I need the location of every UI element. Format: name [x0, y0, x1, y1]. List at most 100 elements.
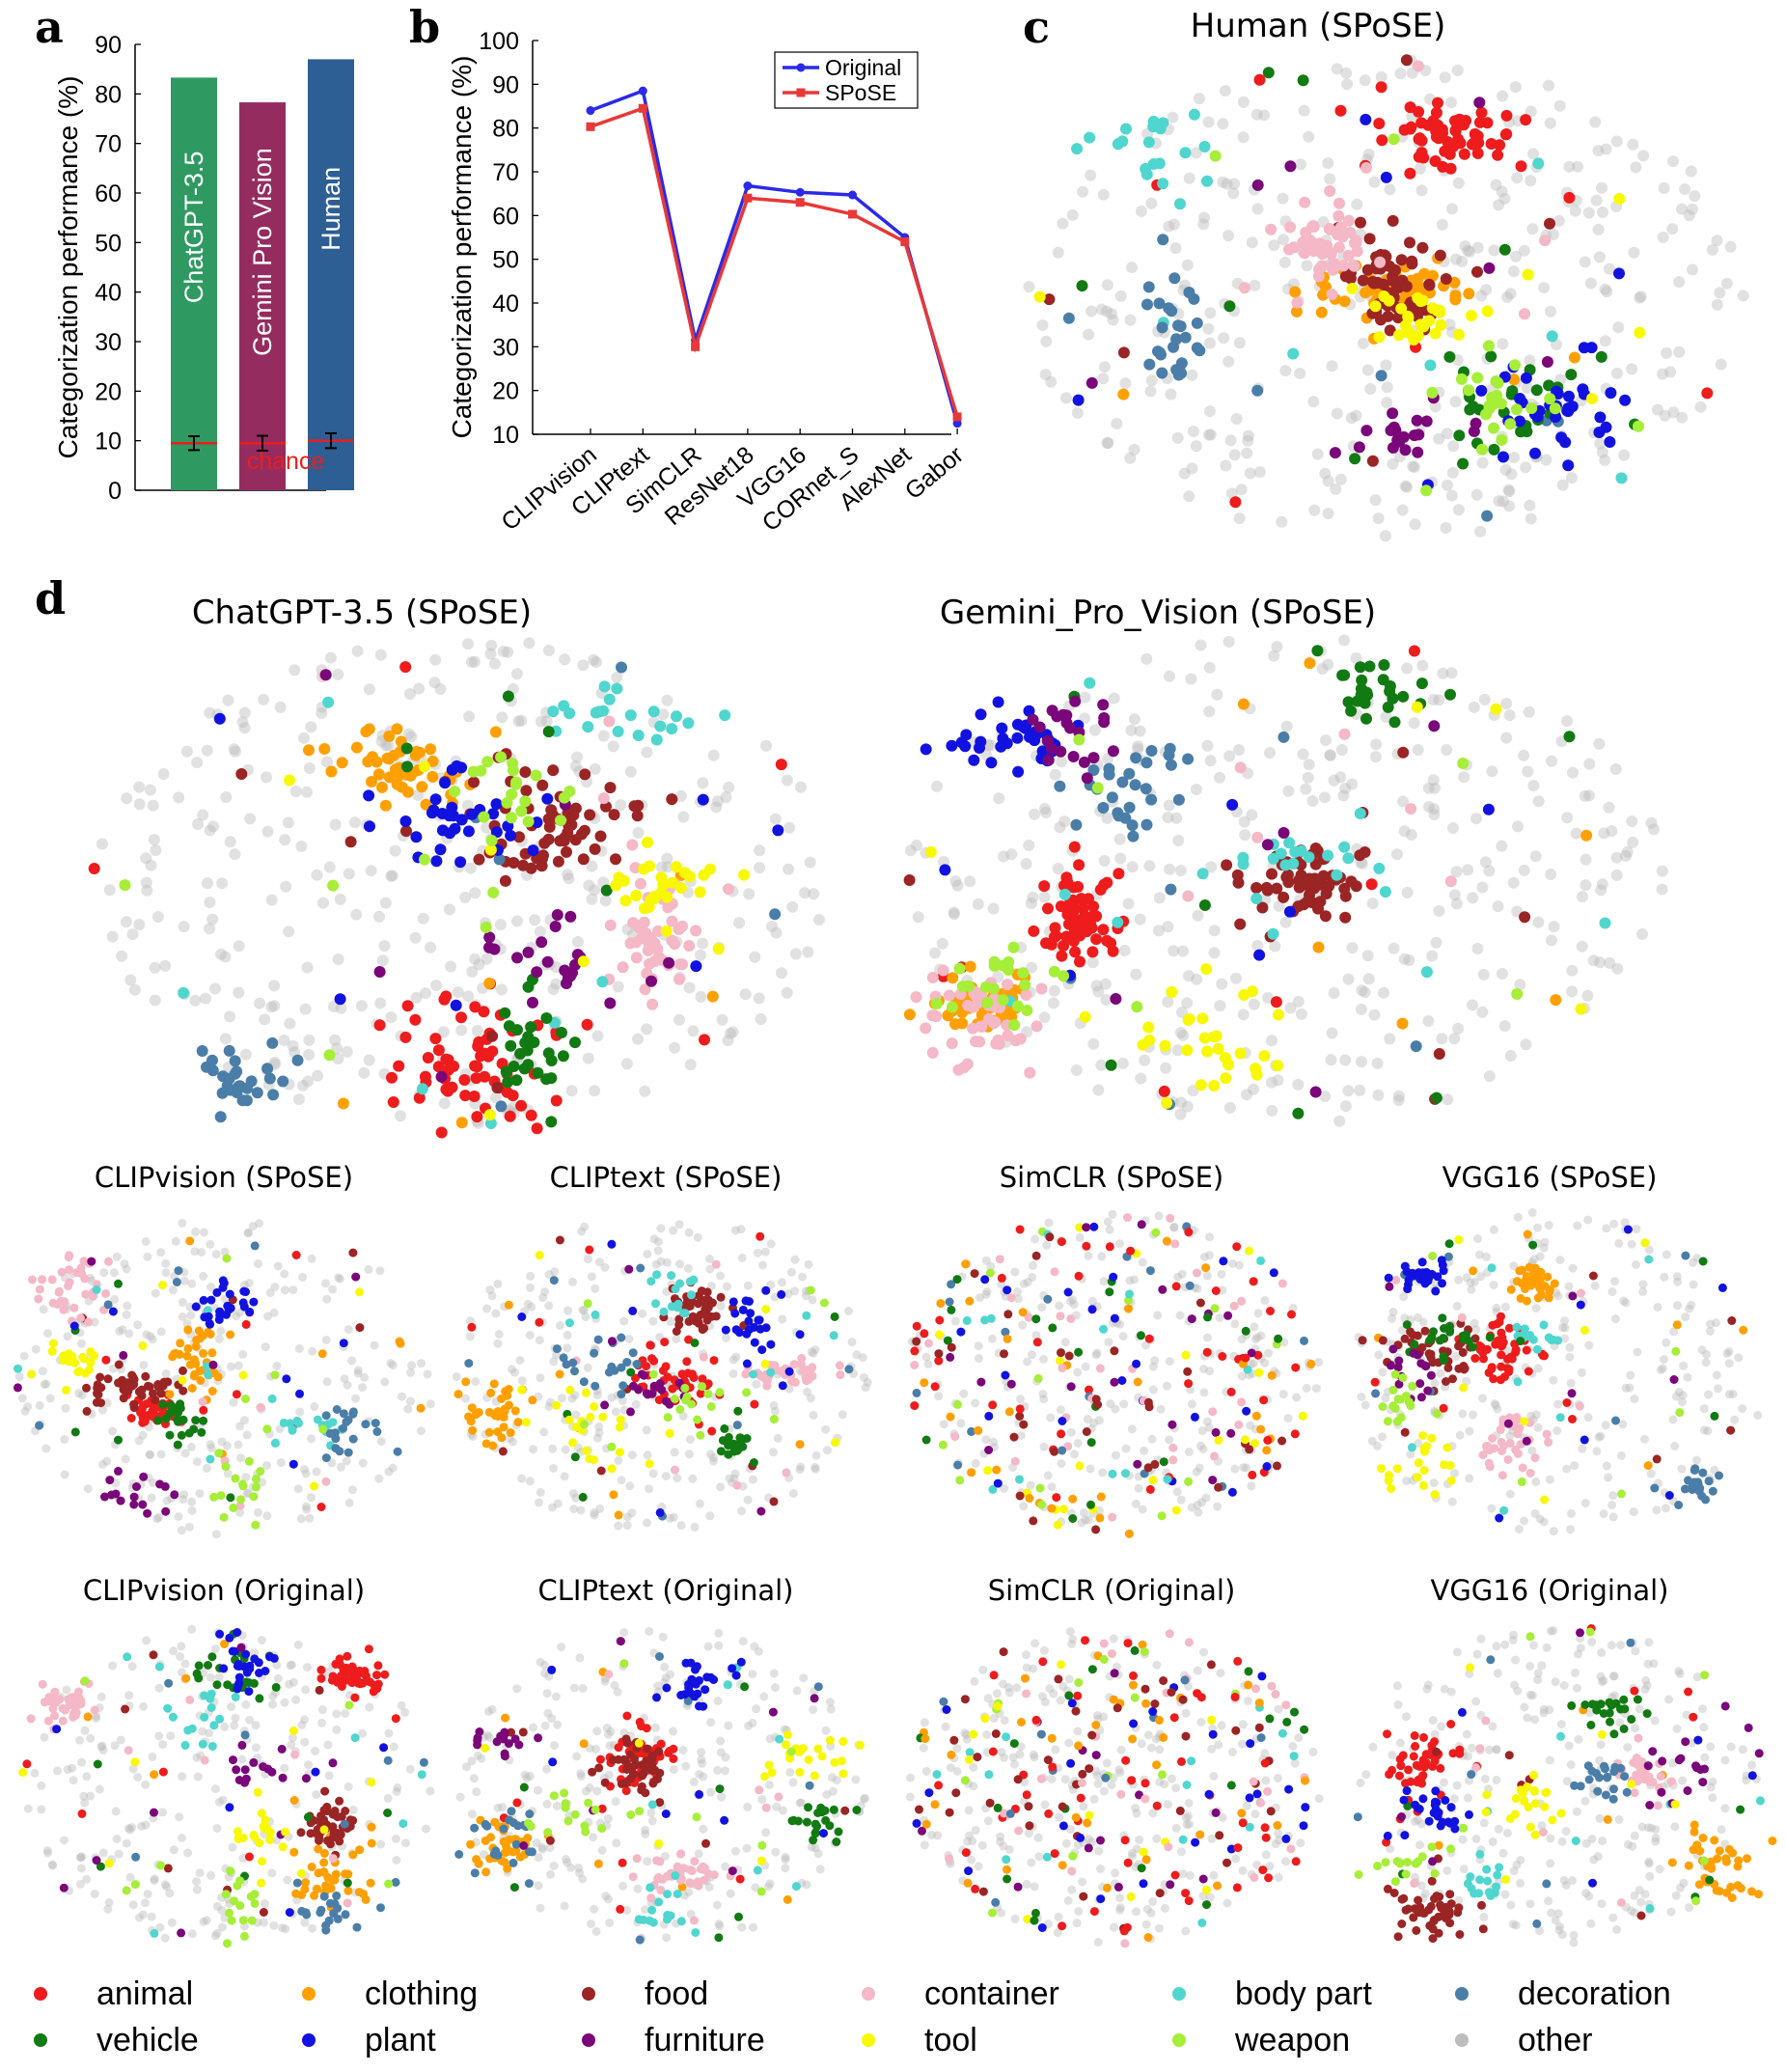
scatter-point: [1400, 54, 1413, 67]
scatter-point: [992, 1465, 1002, 1475]
scatter-point: [561, 845, 572, 858]
scatter-point: [597, 792, 610, 805]
scatter-point: [1242, 1406, 1251, 1416]
scatter-point: [607, 1239, 617, 1249]
scatter-point: [910, 1346, 920, 1356]
scatter-point: [342, 1456, 351, 1466]
scatter-point: [676, 958, 689, 971]
scatter-point: [1596, 181, 1608, 194]
scatter-point: [1570, 827, 1582, 840]
scatter-point: [716, 1447, 726, 1456]
scatter-point: [139, 1360, 149, 1369]
scatter-point: [401, 1000, 414, 1012]
scatter-point: [715, 1388, 725, 1397]
scatter-point: [165, 1430, 175, 1440]
scatter-point: [671, 1465, 679, 1475]
scatter-point: [795, 1330, 805, 1340]
scatter-point: [624, 765, 637, 778]
a-y-tick-label: 70: [95, 131, 122, 158]
scatter-point: [550, 978, 563, 990]
scatter-point: [585, 1245, 594, 1255]
scatter-point: [806, 1285, 815, 1295]
scatter-point: [355, 1323, 365, 1333]
scatter-point: [634, 1385, 644, 1395]
scatter-point: [261, 1342, 270, 1352]
scatter-point: [541, 792, 554, 805]
scatter-point: [485, 639, 498, 651]
scatter-point: [263, 1312, 272, 1321]
scatter-point: [1098, 361, 1111, 373]
scatter-point: [1256, 1256, 1266, 1265]
scatter-point: [600, 1400, 610, 1410]
scatter-point: [1683, 1372, 1692, 1382]
scatter-point: [1033, 721, 1046, 733]
scatter-point: [1203, 1333, 1212, 1342]
scatter-point: [638, 863, 650, 875]
scatter-point: [464, 1412, 473, 1422]
scatter-point: [1074, 1271, 1084, 1281]
scatter-point: [1533, 1364, 1543, 1373]
scatter-point: [509, 778, 522, 790]
scatter-point: [1594, 956, 1607, 969]
scatter-point: [1445, 667, 1458, 679]
scatter-point: [666, 934, 678, 947]
scatter-point: [1339, 1054, 1352, 1066]
scatter-point: [1428, 782, 1441, 794]
scatter-point: [1499, 463, 1512, 476]
scatter-point: [1563, 160, 1576, 173]
scatter-point: [355, 1287, 364, 1297]
scatter-point: [976, 1377, 986, 1387]
scatter-point: [1403, 326, 1415, 339]
scatter-point: [536, 779, 549, 791]
scatter-point: [1140, 783, 1152, 795]
scatter-point: [402, 728, 415, 740]
scatter-point: [923, 1359, 933, 1368]
scatter-point: [625, 1481, 635, 1491]
scatter-point: [1238, 282, 1250, 294]
scatter-point: [1109, 1272, 1118, 1282]
scatter-point: [1488, 1434, 1497, 1443]
scatter-point: [680, 1383, 690, 1393]
scatter-point: [1247, 1481, 1256, 1491]
scatter-point: [1546, 330, 1558, 343]
scatter-point: [673, 1013, 685, 1026]
scatter-point: [108, 1307, 118, 1316]
b-y-tick-label: 90: [492, 71, 519, 98]
scatter-point: [1437, 667, 1449, 679]
scatter-point: [1590, 194, 1603, 207]
scatter-point: [438, 1097, 451, 1110]
scatter-point: [1544, 217, 1555, 230]
scatter-point: [226, 1493, 235, 1503]
scatter-point: [1101, 934, 1113, 947]
scatter-point: [1174, 1108, 1187, 1120]
scatter-point: [1217, 176, 1229, 188]
scatter-point: [790, 1255, 800, 1264]
scatter-point: [1429, 155, 1442, 167]
scatter-point: [1661, 1504, 1670, 1513]
scatter-point: [145, 1450, 154, 1459]
scatter-point: [1475, 290, 1488, 302]
scatter-point: [296, 1514, 306, 1524]
scatter-point: [1304, 657, 1316, 670]
scatter-point: [1346, 283, 1359, 294]
scatter-point: [343, 1380, 352, 1390]
scatter-point: [28, 1275, 37, 1285]
scatter-point: [1498, 192, 1511, 205]
scatter-point: [1070, 818, 1083, 831]
scatter-point: [1166, 1213, 1175, 1223]
scatter-point: [1640, 1238, 1650, 1248]
scatter-point: [1278, 1436, 1287, 1446]
scatter-point: [1267, 927, 1279, 940]
scatter-point: [1522, 268, 1534, 281]
scatter-point: [1099, 1324, 1109, 1334]
scatter-point: [636, 932, 647, 945]
scatter-point: [1373, 118, 1386, 129]
scatter-point: [1384, 1273, 1393, 1283]
scatter-point: [209, 1492, 219, 1502]
scatter-point: [670, 1448, 679, 1457]
scatter-point: [632, 1360, 642, 1368]
scatter-point: [204, 706, 216, 719]
scatter-point: [1319, 467, 1332, 480]
scatter-point: [653, 1246, 663, 1256]
scatter-point: [1563, 731, 1576, 743]
